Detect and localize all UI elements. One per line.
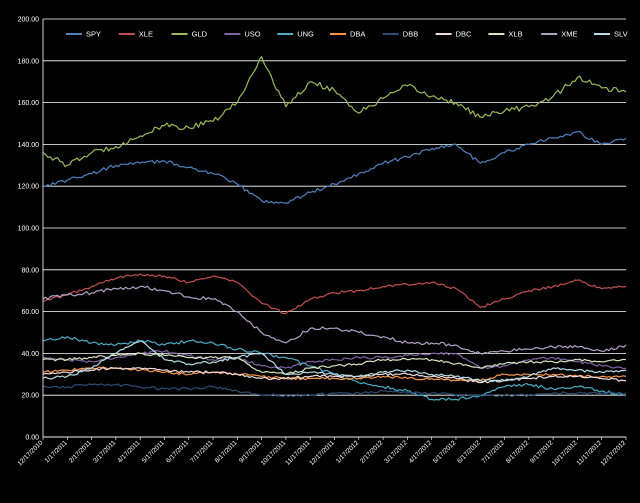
- y-tick-label: 60.00: [21, 309, 39, 316]
- y-axis-tick-labels: 0.00 20.00 40.00 60.00 80.00 100.00 120.00 140.…: [18, 17, 40, 442]
- y-tick-label: 20.00: [21, 393, 39, 400]
- x-tick-label: 3/17/2012: [383, 439, 409, 465]
- x-tick-label: 4/17/2012: [408, 439, 434, 465]
- series-line-xle: [42, 273, 627, 315]
- series-line-slv: [42, 340, 627, 383]
- y-tick-label: 80.00: [21, 267, 39, 274]
- series-line-spy: [42, 130, 627, 204]
- x-tick-label: 10/17/2011: [260, 439, 288, 467]
- y-tick-label: 200.00: [18, 17, 40, 24]
- x-tick-label: 6/17/2012: [456, 439, 482, 465]
- x-tick-label: 5/17/2011: [141, 439, 166, 464]
- x-tick-label: 6/17/2011: [165, 439, 190, 464]
- x-tick-label: 1/17/2012: [335, 439, 361, 465]
- y-tick-label: 0.00: [25, 435, 39, 442]
- series-lines: [42, 56, 627, 401]
- series-line-gld: [42, 56, 627, 168]
- legend-label-xle: XLE: [139, 30, 153, 39]
- y-tick-label: 40.00: [21, 351, 39, 358]
- y-tick-label: 180.00: [18, 58, 40, 65]
- x-tick-label: 12/17/2011: [308, 439, 336, 467]
- legend: SPY XLE GLD USO UNG DBA DBB DBC XLB XME SLV: [66, 30, 628, 39]
- x-tick-label: 8/17/2012: [505, 439, 531, 465]
- x-tick-label: 3/17/2011: [92, 439, 117, 464]
- legend-label-ung: UNG: [297, 30, 314, 39]
- x-tick-label: 12/17/2012: [599, 439, 627, 467]
- x-tick-label: 12/17/2010: [16, 439, 44, 467]
- legend-label-dba: DBA: [350, 30, 365, 39]
- x-tick-label: 2/17/2011: [68, 439, 93, 464]
- x-tick-label: 2/17/2012: [359, 439, 385, 465]
- legend-label-dbb: DBB: [403, 30, 418, 39]
- x-tick-label: 5/17/2012: [432, 439, 458, 465]
- x-axis-tick-labels: 12/17/2010 1/17/2011 2/17/2011 3/17/2011 4/1…: [16, 437, 628, 467]
- x-tick-label: 4/17/2011: [117, 439, 142, 464]
- legend-label-spy: SPY: [86, 30, 101, 39]
- series-line-dbb: [42, 383, 627, 397]
- x-tick-label: 10/17/2012: [551, 439, 579, 467]
- legend-label-xlb: XLB: [508, 30, 522, 39]
- series-line-xme: [42, 285, 627, 355]
- y-tick-label: 120.00: [18, 184, 40, 191]
- x-tick-label: 1/17/2011: [44, 439, 69, 464]
- legend-label-gld: GLD: [192, 30, 208, 39]
- series-line-dbc: [42, 366, 626, 384]
- x-tick-label: 9/17/2011: [238, 439, 263, 464]
- legend-label-uso: USO: [244, 30, 260, 39]
- series-line-dba: [42, 366, 627, 382]
- series-line-xlb: [42, 352, 627, 375]
- y-tick-label: 160.00: [18, 100, 40, 107]
- legend-label-dbc: DBC: [456, 30, 472, 39]
- x-tick-label: 8/17/2011: [214, 439, 239, 464]
- legend-label-xme: XME: [561, 30, 577, 39]
- x-tick-label: 7/17/2011: [189, 439, 214, 464]
- legend-label-slv: SLV: [614, 30, 628, 39]
- y-tick-label: 140.00: [18, 142, 40, 149]
- y-tick-label: 100.00: [18, 226, 40, 233]
- x-tick-label: 7/17/2012: [481, 439, 507, 465]
